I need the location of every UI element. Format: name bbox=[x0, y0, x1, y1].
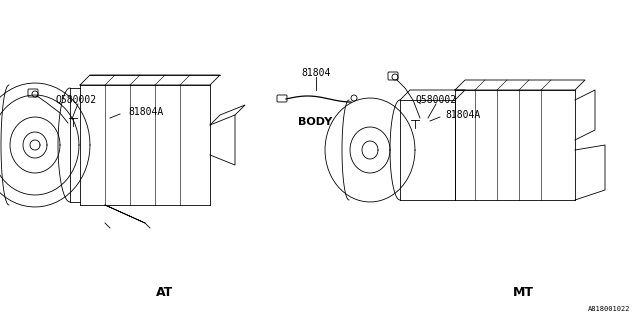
Text: 81804A: 81804A bbox=[128, 107, 163, 117]
Text: 81804A: 81804A bbox=[445, 110, 480, 120]
Text: 81804: 81804 bbox=[301, 68, 331, 78]
Text: A818001022: A818001022 bbox=[588, 306, 630, 312]
Text: MT: MT bbox=[513, 285, 534, 299]
Text: Q580002: Q580002 bbox=[55, 95, 96, 105]
Text: Q580002: Q580002 bbox=[415, 95, 456, 105]
Text: BODY: BODY bbox=[298, 117, 332, 127]
Text: AT: AT bbox=[156, 285, 173, 299]
